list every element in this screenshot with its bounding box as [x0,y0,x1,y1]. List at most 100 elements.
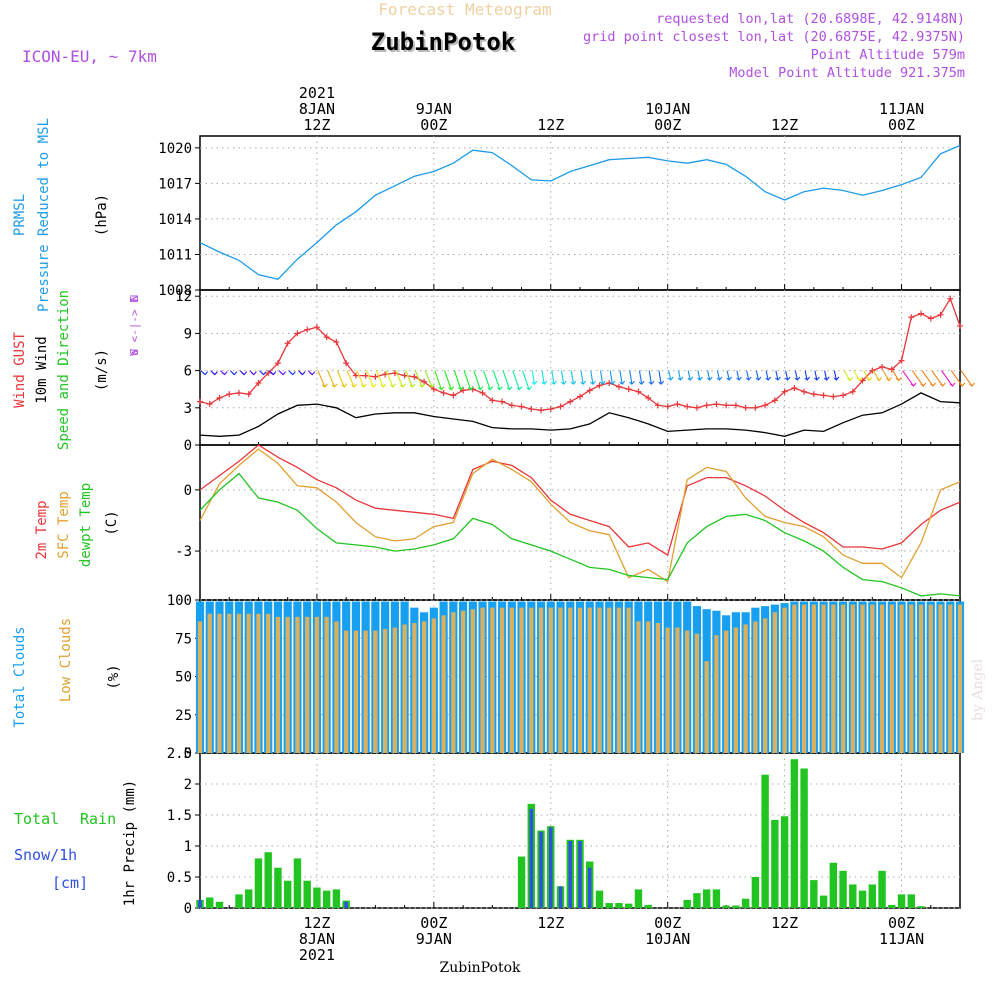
bottom-time-label: 9JAN [416,930,452,948]
low-cloud-bar [197,621,203,753]
rain-bar [332,889,341,908]
low-cloud-bar [714,635,719,753]
wind-dir-arrowhead [876,377,883,382]
low-cloud-bar [431,618,436,753]
wind-dir-arrow [560,370,565,385]
gust-point [625,386,632,393]
rain-bar [517,856,526,908]
ytick-label-precip: 0.5 [167,870,192,886]
wind-gust-label: Wind GUST [12,332,28,408]
wind-dir-arrowhead [360,383,367,388]
wind-dir-arrowhead [726,376,733,381]
low-cloud-bar [548,607,553,753]
precip-unit-label: 1hr Precip (mm) [122,780,138,906]
ytick-label-precip: 2 [184,777,192,793]
wind-dir-arrowhead [804,376,811,381]
rain-bar [313,887,321,908]
total-clouds-label: Total Clouds [12,626,28,727]
bottom-time-label: 2021 [299,946,335,964]
top-time-label: 12Z [771,116,798,134]
low-cloud-bar [636,621,641,753]
wind-dir-arrowhead [969,382,975,387]
wind-dir-arrowhead [755,376,762,381]
total-rain-rain: Rain [80,810,116,828]
clouds-series [195,601,965,753]
rain-bar [245,889,253,908]
low-cloud-bar [811,604,816,753]
wind-dir-arrow [570,370,574,385]
low-cloud-bar [685,630,690,753]
wind-dir-arrow [931,370,944,387]
wind-dir-arrowhead [260,371,267,376]
gust-point [791,384,798,391]
low-cloud-bar [334,621,339,753]
low-cloud-bar [821,604,826,753]
wind-dir-arrow [833,370,837,381]
low-cloud-bar [587,607,592,753]
total-rain-total: Total [14,810,59,828]
snow-bar [344,901,348,908]
gust-point [586,387,593,394]
wind-dir-arrowhead [419,383,426,388]
wind-dir-arrowhead [658,380,665,385]
low-cloud-bar [363,630,368,753]
gust-point [508,402,515,409]
gust-point [596,382,603,389]
wind-dir-arrow [882,370,890,381]
wind-dir-arrow [444,370,452,390]
wind-dir-arrowhead [241,371,248,376]
gust-point [304,326,311,333]
bottom-time-label: 00Z [888,914,915,932]
gust-point [752,404,759,411]
gust-point [918,310,925,317]
gust-point [421,378,428,385]
low-cloud-bar [792,604,797,753]
gust-point [362,372,369,379]
rain-bar [303,880,311,908]
wind-dir-arrow [668,370,672,381]
low-cloud-bar [275,616,281,753]
rain-bar [810,880,818,908]
low-cloud-bar [412,622,417,753]
rain-bar [858,890,867,908]
gust-point [693,404,700,411]
closest-point: grid point closest lon,lat (20.6875E, 42… [583,29,965,45]
wind-dir-arrowhead [667,376,674,381]
gust-point [197,398,203,405]
low-cloud-bar [285,616,290,753]
gust-point [528,406,535,413]
top-time-label: 00Z [654,116,681,134]
wind-unit-label: (m/s) [94,349,110,391]
gust-point [859,377,866,384]
low-clouds-label: Low Clouds [58,618,74,702]
gust-point [830,393,837,400]
wind-dir-arrow [775,370,779,381]
ytick-label-clouds: 75 [175,631,192,647]
gust-point [352,372,359,379]
rain-bar [839,870,847,908]
gust-point [801,388,808,395]
wind-dir-arrowhead [895,377,902,382]
gust-point [265,370,272,377]
low-cloud-bar [246,613,251,753]
low-cloud-bar [266,613,271,753]
gust-point [820,392,827,399]
rain-bar [868,884,877,908]
gust-point [450,392,457,399]
low-cloud-bar [753,621,758,753]
wind-dir-arrow [824,370,828,381]
low-cloud-bar [207,613,212,753]
low-cloud-bar [957,604,963,753]
wind-dir-arrowhead [231,371,238,376]
wind-dir-arrow [863,370,870,381]
ytick-label-wind: 12 [175,289,192,305]
snow-bar [558,886,563,908]
wind-dir-arrowhead [390,383,396,388]
wind-dir-arrowhead [321,383,328,388]
wind-dir-arrowhead [910,382,917,387]
wind-dir-arrow [872,370,880,381]
temp-2m-label: 2m Temp [34,500,50,559]
gust-point [284,340,291,347]
gust-point [216,394,223,401]
